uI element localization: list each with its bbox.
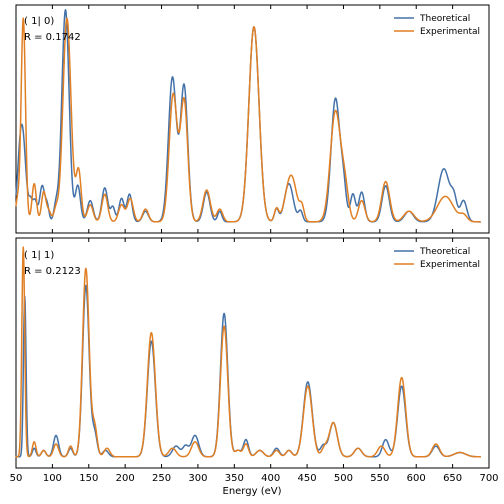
panel-bottom-r-value: R = 0.2123	[24, 266, 81, 277]
x-tick-label: 400	[261, 473, 280, 484]
panel-top-r-value: R = 0.1742	[24, 32, 81, 43]
panel-bottom-ticks	[15, 238, 490, 468]
panel-bottom-index: ( 1| 1)	[24, 250, 54, 261]
x-tick-label: 650	[443, 473, 462, 484]
x-tick-label: 50	[10, 473, 23, 484]
x-tick-label: 700	[479, 473, 498, 484]
x-tick-label: 100	[43, 473, 62, 484]
x-tick-label: 200	[116, 473, 135, 484]
x-tick-label: 600	[407, 473, 426, 484]
series-line-experimental	[15, 246, 482, 458]
x-tick-label: 250	[152, 473, 171, 484]
x-tick-label: 150	[79, 473, 98, 484]
x-tick-label: 350	[225, 473, 244, 484]
x-tick-label: 450	[298, 473, 317, 484]
x-axis-label: Energy (eV)	[223, 486, 282, 497]
panel-bottom-frame	[15, 237, 490, 469]
panel-top: ( 1| 0) R = 0.1742 Theoretical Experimen…	[15, 4, 490, 234]
x-tick-label: 500	[334, 473, 353, 484]
series-line-experimental	[15, 17, 482, 223]
panel-bottom-tick-labels: 50 100 150 200 250 300 350 400 450 500 550 600 650 70…	[10, 473, 499, 484]
legend-theoretical-label: Theoretical	[419, 247, 470, 257]
panel-bottom: 50 100 150 200 250 300 350 400 450 500 550 600 650 70…	[10, 237, 499, 497]
legend-theoretical-label: Theoretical	[419, 14, 470, 24]
panel-bottom-legend: Theoretical Experimental	[394, 247, 480, 270]
x-tick-label: 300	[188, 473, 207, 484]
panel-bottom-series	[15, 246, 482, 458]
panel-top-legend: Theoretical Experimental	[394, 14, 480, 37]
panel-top-series	[15, 9, 482, 223]
legend-experimental-label: Experimental	[420, 260, 480, 270]
panel-top-ticks	[15, 5, 490, 233]
x-tick-label: 550	[370, 473, 389, 484]
series-line-theoretical	[15, 284, 482, 458]
panel-top-index: ( 1| 0)	[24, 16, 54, 27]
legend-experimental-label: Experimental	[420, 27, 480, 37]
panel-top-frame	[15, 4, 490, 234]
